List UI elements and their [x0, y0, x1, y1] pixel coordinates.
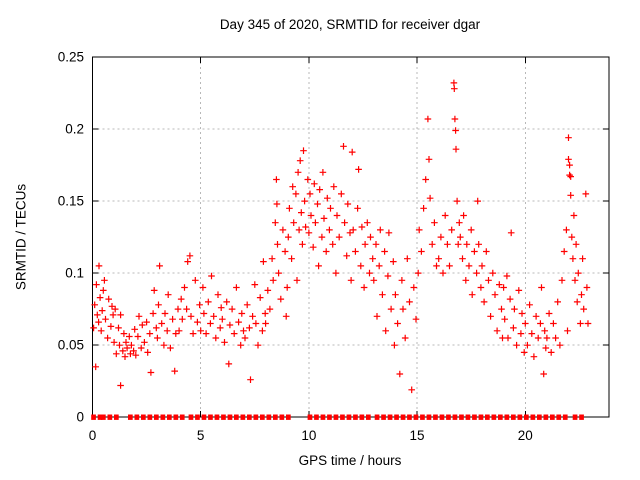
zero-marker — [327, 414, 332, 420]
zero-marker — [366, 414, 371, 420]
scatter-points — [90, 79, 592, 394]
zero-marker — [195, 414, 200, 420]
zero-marker — [333, 414, 339, 420]
zero-marker — [307, 414, 313, 420]
y-tick-label: 0.1 — [65, 266, 84, 281]
zero-marker — [160, 414, 166, 420]
zero-marker — [154, 414, 159, 420]
zero-marker — [273, 414, 278, 420]
zero-marker — [485, 414, 490, 420]
zero-marker — [128, 414, 133, 420]
zero-marker — [179, 414, 185, 420]
zero-marker — [340, 414, 345, 420]
y-tick-label: 0.25 — [58, 50, 84, 65]
zero-marker — [381, 414, 386, 420]
zero-marker — [517, 414, 523, 420]
y-tick-label: 0.05 — [58, 338, 84, 353]
zero-marker — [504, 414, 510, 420]
zero-marker — [394, 414, 399, 420]
zero-marker — [346, 414, 352, 420]
zero-marker — [173, 414, 179, 420]
zero-marker — [407, 414, 412, 420]
zero-marker — [101, 414, 106, 420]
zero-marker — [279, 414, 285, 420]
zero-marker — [320, 414, 326, 420]
x-tick-label: 10 — [301, 428, 316, 443]
zero-marker — [446, 414, 451, 420]
x-tick-label: 5 — [197, 428, 205, 443]
zero-marker — [452, 414, 458, 420]
zero-marker — [472, 414, 477, 420]
zero-marker — [433, 414, 438, 420]
chart-title: Day 345 of 2020, SRMTID for receiver dga… — [219, 17, 481, 32]
x-axis-label: GPS time / hours — [298, 453, 402, 468]
zero-marker — [107, 414, 113, 420]
x-tick-label: 0 — [89, 428, 97, 443]
zero-marker — [537, 414, 542, 420]
zero-marker — [167, 414, 172, 420]
zero-marker — [524, 414, 529, 420]
zero-marker — [359, 414, 365, 420]
zero-marker — [214, 414, 220, 420]
zero-marker — [562, 414, 568, 420]
zero-marker — [221, 414, 226, 420]
zero-marker — [387, 414, 393, 420]
zero-marker — [201, 414, 207, 420]
zero-marker — [439, 414, 445, 420]
y-tick-label: 0.15 — [58, 194, 84, 209]
zero-marker — [543, 414, 549, 420]
zero-marker — [253, 414, 259, 420]
y-tick-label: 0.2 — [65, 122, 84, 137]
zero-marker — [511, 414, 516, 420]
zero-marker — [227, 414, 233, 420]
zero-marker — [247, 414, 252, 420]
zero-marker — [478, 414, 484, 420]
zero-marker — [353, 414, 358, 420]
zero-marker — [208, 414, 213, 420]
zero-marker — [550, 414, 555, 420]
zero-marker — [114, 414, 119, 420]
zero-marker — [97, 414, 103, 420]
zero-marker — [147, 414, 153, 420]
zero-marker — [400, 414, 406, 420]
y-tick-label: 0 — [76, 410, 84, 425]
zero-marker — [426, 414, 432, 420]
zero-marker — [91, 414, 96, 420]
zero-marker — [491, 414, 497, 420]
zero-markers — [91, 414, 584, 420]
zero-marker — [234, 414, 239, 420]
zero-marker — [188, 414, 194, 420]
zero-marker — [530, 414, 536, 420]
zero-marker — [579, 414, 584, 420]
zero-marker — [498, 414, 503, 420]
zero-marker — [286, 414, 291, 420]
zero-marker — [141, 414, 146, 420]
zero-marker — [459, 414, 464, 420]
zero-marker — [420, 414, 425, 420]
zero-marker — [374, 414, 380, 420]
zero-marker — [260, 414, 265, 420]
zero-marker — [556, 414, 562, 420]
zero-marker — [413, 414, 419, 420]
zero-marker — [240, 414, 246, 420]
plot-border — [92, 56, 610, 418]
x-tick-label: 20 — [518, 428, 533, 443]
zero-marker — [572, 414, 578, 420]
zero-marker — [314, 414, 319, 420]
zero-marker — [266, 414, 272, 420]
zero-marker — [465, 414, 471, 420]
x-tick-label: 15 — [410, 428, 425, 443]
zero-marker — [134, 414, 140, 420]
